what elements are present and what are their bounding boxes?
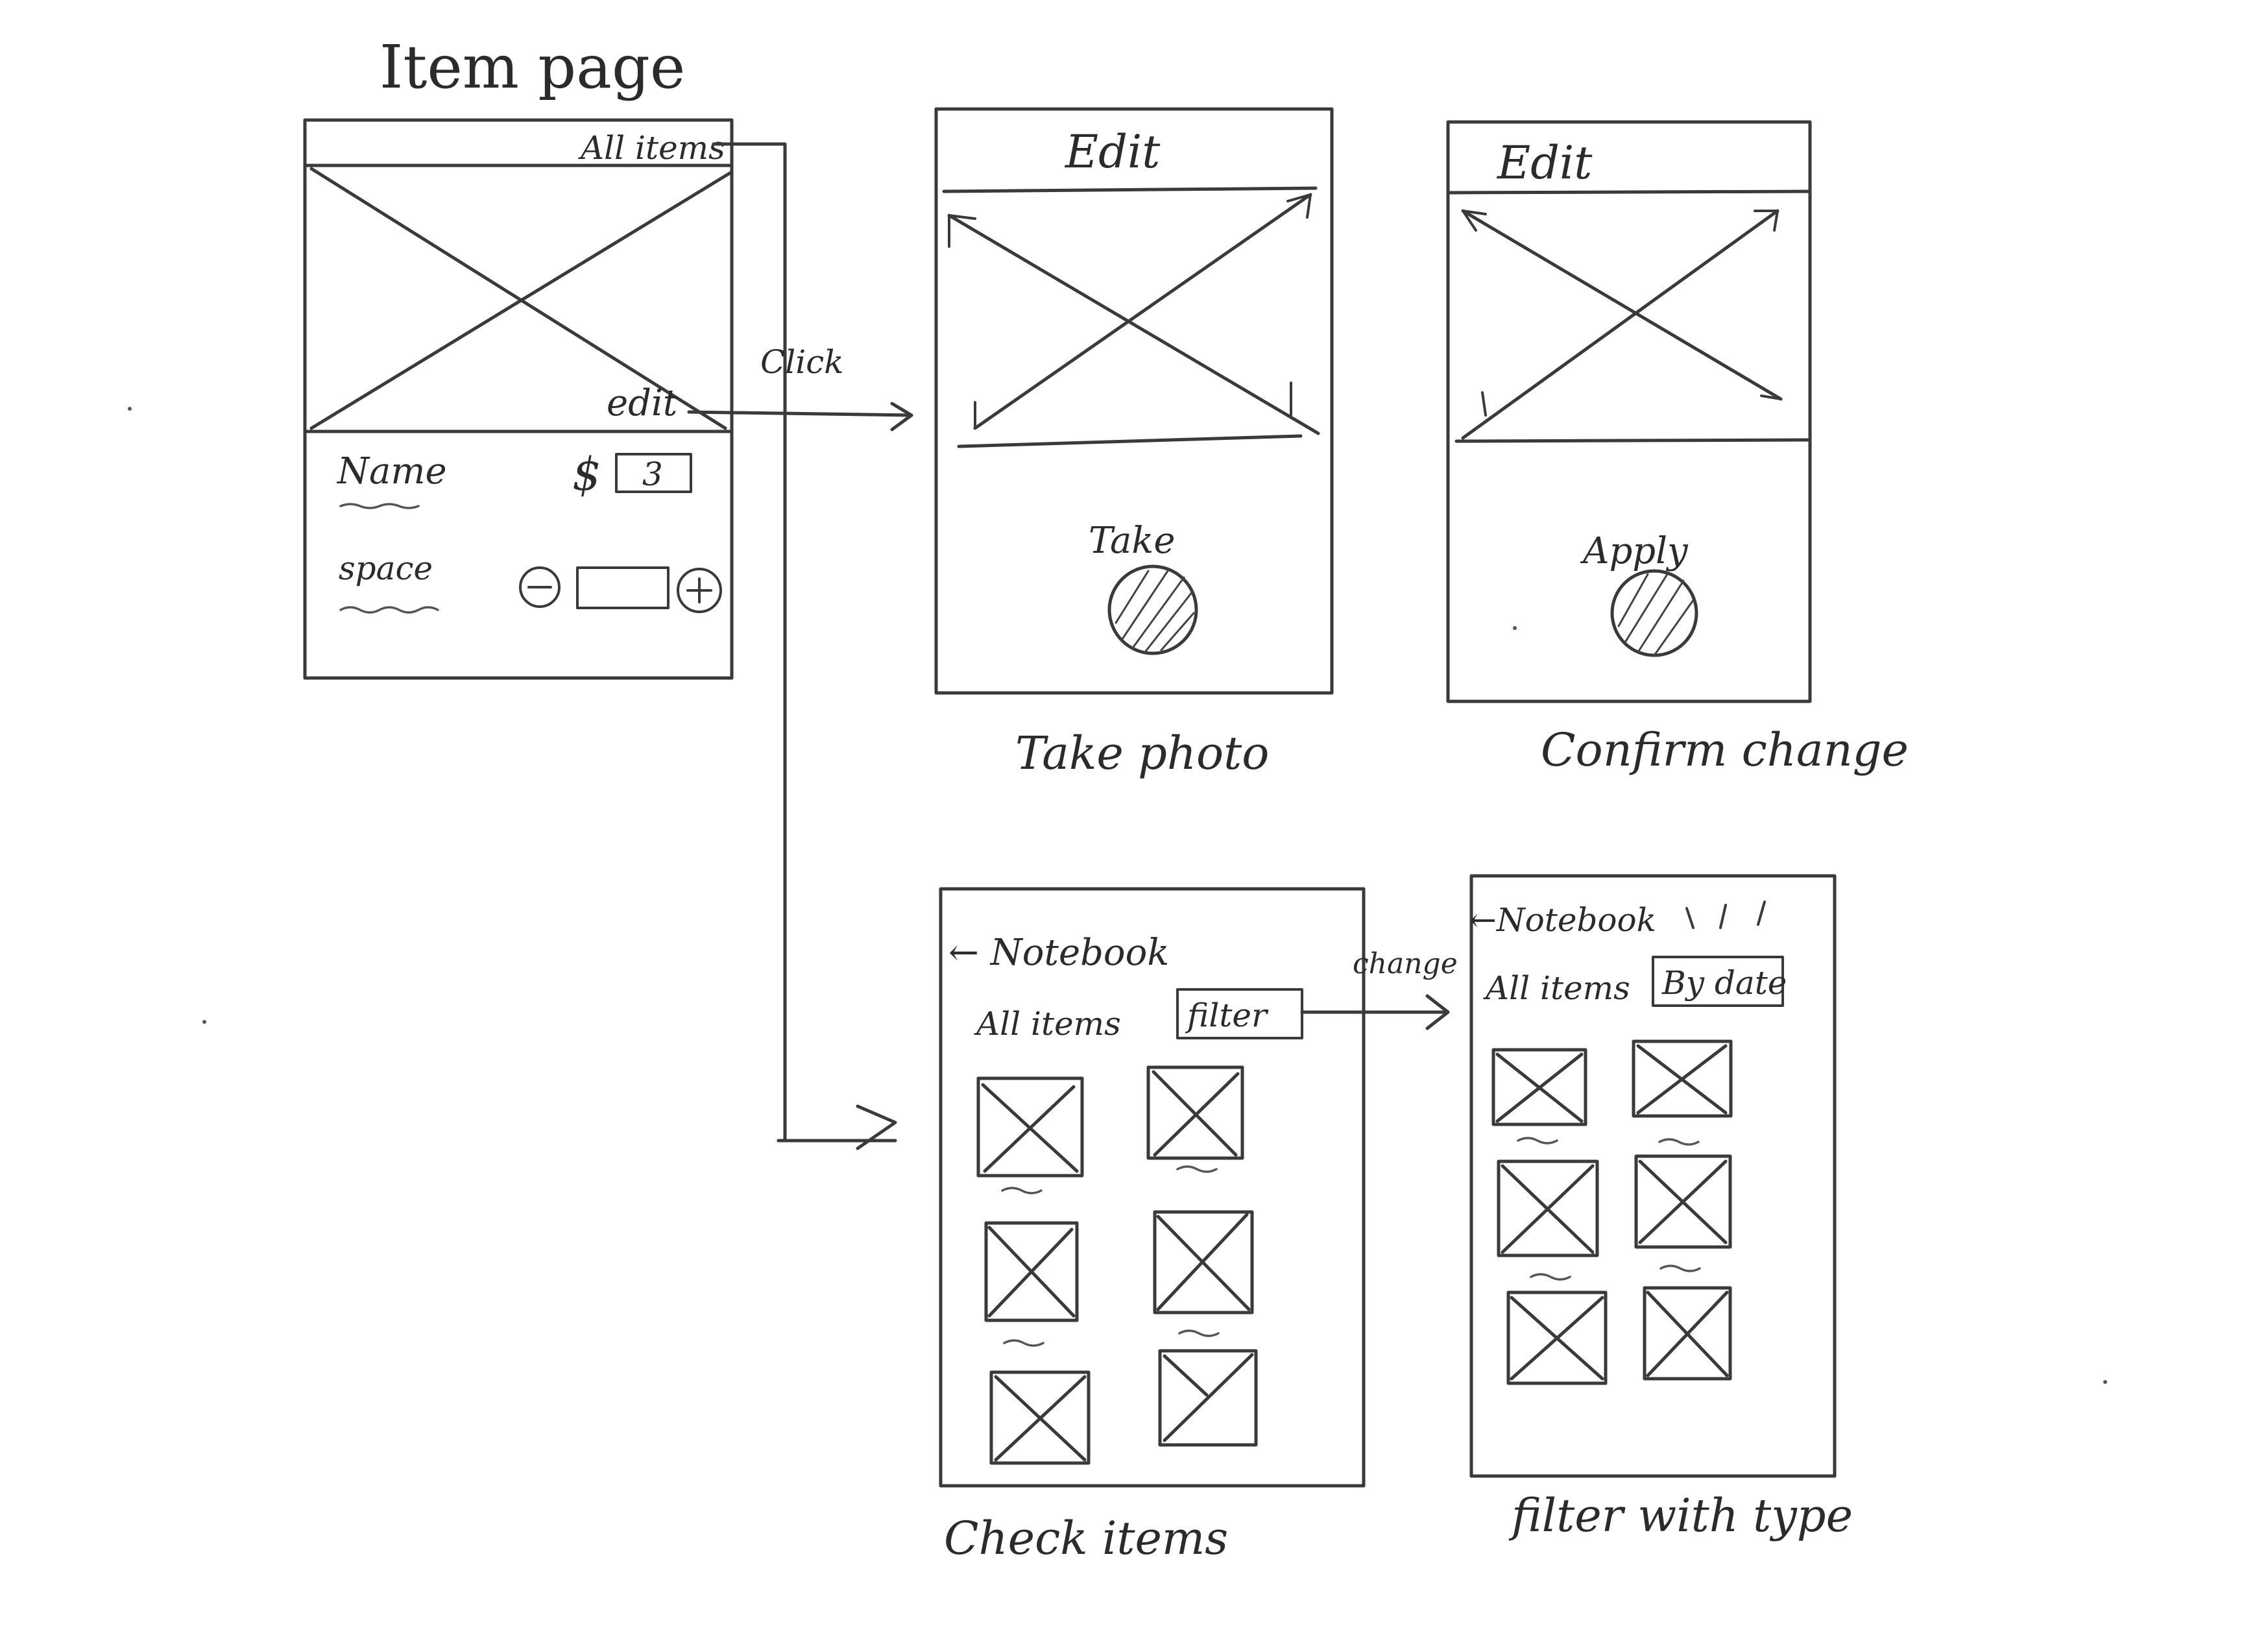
item-thumbnail xyxy=(1491,1048,1587,1126)
apply-button[interactable] xyxy=(1610,569,1698,657)
item-thumbnail xyxy=(1632,1039,1733,1118)
grid-item[interactable] xyxy=(1158,1349,1258,1447)
shutter-button[interactable] xyxy=(1107,564,1198,655)
flow-connector-all-items xyxy=(712,142,897,1150)
item-caption-squiggle xyxy=(1178,1329,1220,1337)
grid-item[interactable] xyxy=(1632,1039,1733,1146)
scribble-marks xyxy=(1685,901,1766,929)
grid-item[interactable] xyxy=(1643,1286,1732,1381)
item-caption-squiggle xyxy=(1517,1137,1558,1144)
item-caption-squiggle xyxy=(1003,1339,1044,1347)
filter-caption: filter with type xyxy=(1508,1489,1853,1542)
quantity-field[interactable] xyxy=(576,566,670,609)
confirm-change-header: Edit xyxy=(1496,136,1593,189)
all-items-link[interactable]: All items xyxy=(578,129,725,167)
item-thumbnail xyxy=(1634,1154,1732,1249)
check-items-back-title[interactable]: ← Notebook xyxy=(948,932,1169,974)
filter-back-title[interactable]: ←Notebook xyxy=(1469,901,1656,939)
sort-button[interactable] xyxy=(1652,956,1784,1007)
grid-item[interactable] xyxy=(976,1076,1084,1194)
item-thumbnail xyxy=(1158,1349,1258,1447)
confirm-change-image-divider xyxy=(1454,438,1812,443)
filter-list-label: All items xyxy=(1483,969,1630,1007)
item-thumbnail xyxy=(984,1221,1079,1322)
price-value: 3 xyxy=(642,455,663,493)
grid-item[interactable] xyxy=(1491,1048,1587,1144)
take-photo-header: Edit xyxy=(1064,125,1161,178)
filter-frame xyxy=(1469,874,1837,1478)
item-thumbnail xyxy=(976,1076,1084,1178)
grid-item[interactable] xyxy=(1497,1159,1599,1281)
take-photo-header-divider xyxy=(942,186,1318,193)
plus-icon xyxy=(677,568,722,613)
name-value-squiggle xyxy=(339,503,420,509)
take-photo-image-divider xyxy=(957,434,1303,448)
increment-button[interactable] xyxy=(677,568,722,613)
item-caption-squiggle xyxy=(1659,1265,1701,1272)
price-symbol: $ xyxy=(572,448,601,501)
item-caption-squiggle xyxy=(1530,1273,1571,1281)
confirm-change-frame xyxy=(1446,120,1812,703)
grid-item[interactable] xyxy=(1634,1154,1732,1272)
take-photo-screen: Edit Take xyxy=(934,107,1334,695)
item-caption-squiggle xyxy=(1001,1187,1043,1194)
click-flow-label: Click xyxy=(760,343,844,381)
item-caption-squiggle xyxy=(1176,1165,1218,1173)
filter-button-label: filter xyxy=(1185,997,1269,1034)
item-page-image-placeholder xyxy=(309,167,734,430)
minus-icon xyxy=(519,566,561,608)
sort-button-label: By date xyxy=(1661,964,1787,1002)
grid-item[interactable] xyxy=(1506,1290,1608,1385)
confirm-change-header-divider xyxy=(1446,189,1812,195)
grid-item[interactable] xyxy=(989,1370,1091,1465)
item-thumbnail xyxy=(1146,1065,1244,1160)
item-thumbnail xyxy=(1153,1210,1254,1314)
check-items-frame xyxy=(939,887,1366,1488)
item-thumbnail xyxy=(1506,1290,1608,1385)
item-thumbnail xyxy=(1497,1159,1599,1257)
item-thumbnail xyxy=(1643,1286,1732,1381)
flow-connector-edit xyxy=(687,402,913,431)
space-label: space xyxy=(339,550,433,587)
item-thumbnail xyxy=(989,1370,1091,1465)
space-value-squiggle xyxy=(339,606,439,614)
item-page-screen: All items edit Name $ 3 space xyxy=(303,118,734,680)
grid-item[interactable] xyxy=(1146,1065,1244,1173)
name-label: Name xyxy=(336,450,447,492)
item-page-title: Item page xyxy=(380,32,685,102)
grid-item[interactable] xyxy=(984,1221,1079,1347)
change-flow-label: change xyxy=(1353,947,1458,980)
paper-marks xyxy=(128,407,2107,1384)
decrement-button[interactable] xyxy=(519,566,561,608)
confirm-change-screen: Edit Apply xyxy=(1446,120,1812,703)
confirm-change-image-placeholder xyxy=(1461,209,1783,440)
grid-item[interactable] xyxy=(1153,1210,1254,1337)
flow-connector-change xyxy=(1300,994,1450,1030)
check-items-screen: ← Notebook All items filter xyxy=(939,887,1366,1488)
take-photo-image-placeholder xyxy=(947,193,1320,435)
edit-link[interactable]: edit xyxy=(607,382,678,424)
check-items-caption: Check items xyxy=(944,1512,1228,1565)
filter-screen: ←Notebook All items By date xyxy=(1469,874,1837,1478)
confirm-change-caption: Confirm change xyxy=(1541,723,1909,777)
price-field[interactable] xyxy=(615,453,692,493)
item-page-frame xyxy=(303,118,734,680)
check-items-list-label: All items xyxy=(974,1005,1121,1043)
take-button-label: Take xyxy=(1089,520,1175,562)
item-caption-squiggle xyxy=(1658,1138,1700,1146)
take-photo-caption: Take photo xyxy=(1015,727,1269,780)
apply-button-label: Apply xyxy=(1580,530,1689,572)
take-photo-frame xyxy=(934,107,1334,695)
